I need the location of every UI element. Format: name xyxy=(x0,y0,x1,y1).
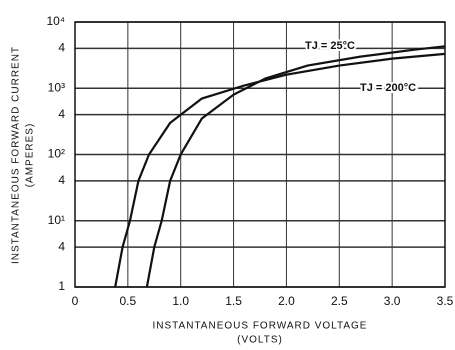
x-tick-label: 2.5 xyxy=(331,294,348,308)
y-axis-title: INSTANTANEOUS FORWARD CURRENT xyxy=(11,46,22,264)
y-axis-units: (AMPERES) xyxy=(25,123,36,188)
x-tick-label: 1.0 xyxy=(172,294,189,308)
x-tick-label: 0 xyxy=(72,294,79,308)
x-tick-label: 1.5 xyxy=(225,294,242,308)
curve-label: TJ = 200°C xyxy=(360,82,416,94)
y-tick-label: 10¹ xyxy=(48,213,65,227)
y-tick-label: 10⁴ xyxy=(46,14,65,28)
x-tick-label: 3.0 xyxy=(384,294,401,308)
y-tick-label: 1 xyxy=(58,279,65,293)
x-tick-label: 0.5 xyxy=(120,294,137,308)
x-axis-units: (VOLTS) xyxy=(237,335,283,346)
y-tick-label: 4 xyxy=(58,41,65,55)
x-axis-title: INSTANTANEOUS FORWARD VOLTAGE xyxy=(153,321,368,332)
y-tick-label: 4 xyxy=(58,173,65,187)
x-tick-label: 3.5 xyxy=(437,294,454,308)
y-tick-label: 4 xyxy=(58,107,65,121)
x-tick-label: 2.0 xyxy=(278,294,295,308)
curve xyxy=(145,45,446,288)
plot-frame xyxy=(74,21,446,288)
y-tick-label: 10³ xyxy=(48,80,65,94)
curve xyxy=(114,52,446,288)
curve-label: TJ = 25°C xyxy=(305,40,355,52)
y-tick-label: 4 xyxy=(58,239,65,253)
y-tick-label: 10² xyxy=(48,147,65,161)
